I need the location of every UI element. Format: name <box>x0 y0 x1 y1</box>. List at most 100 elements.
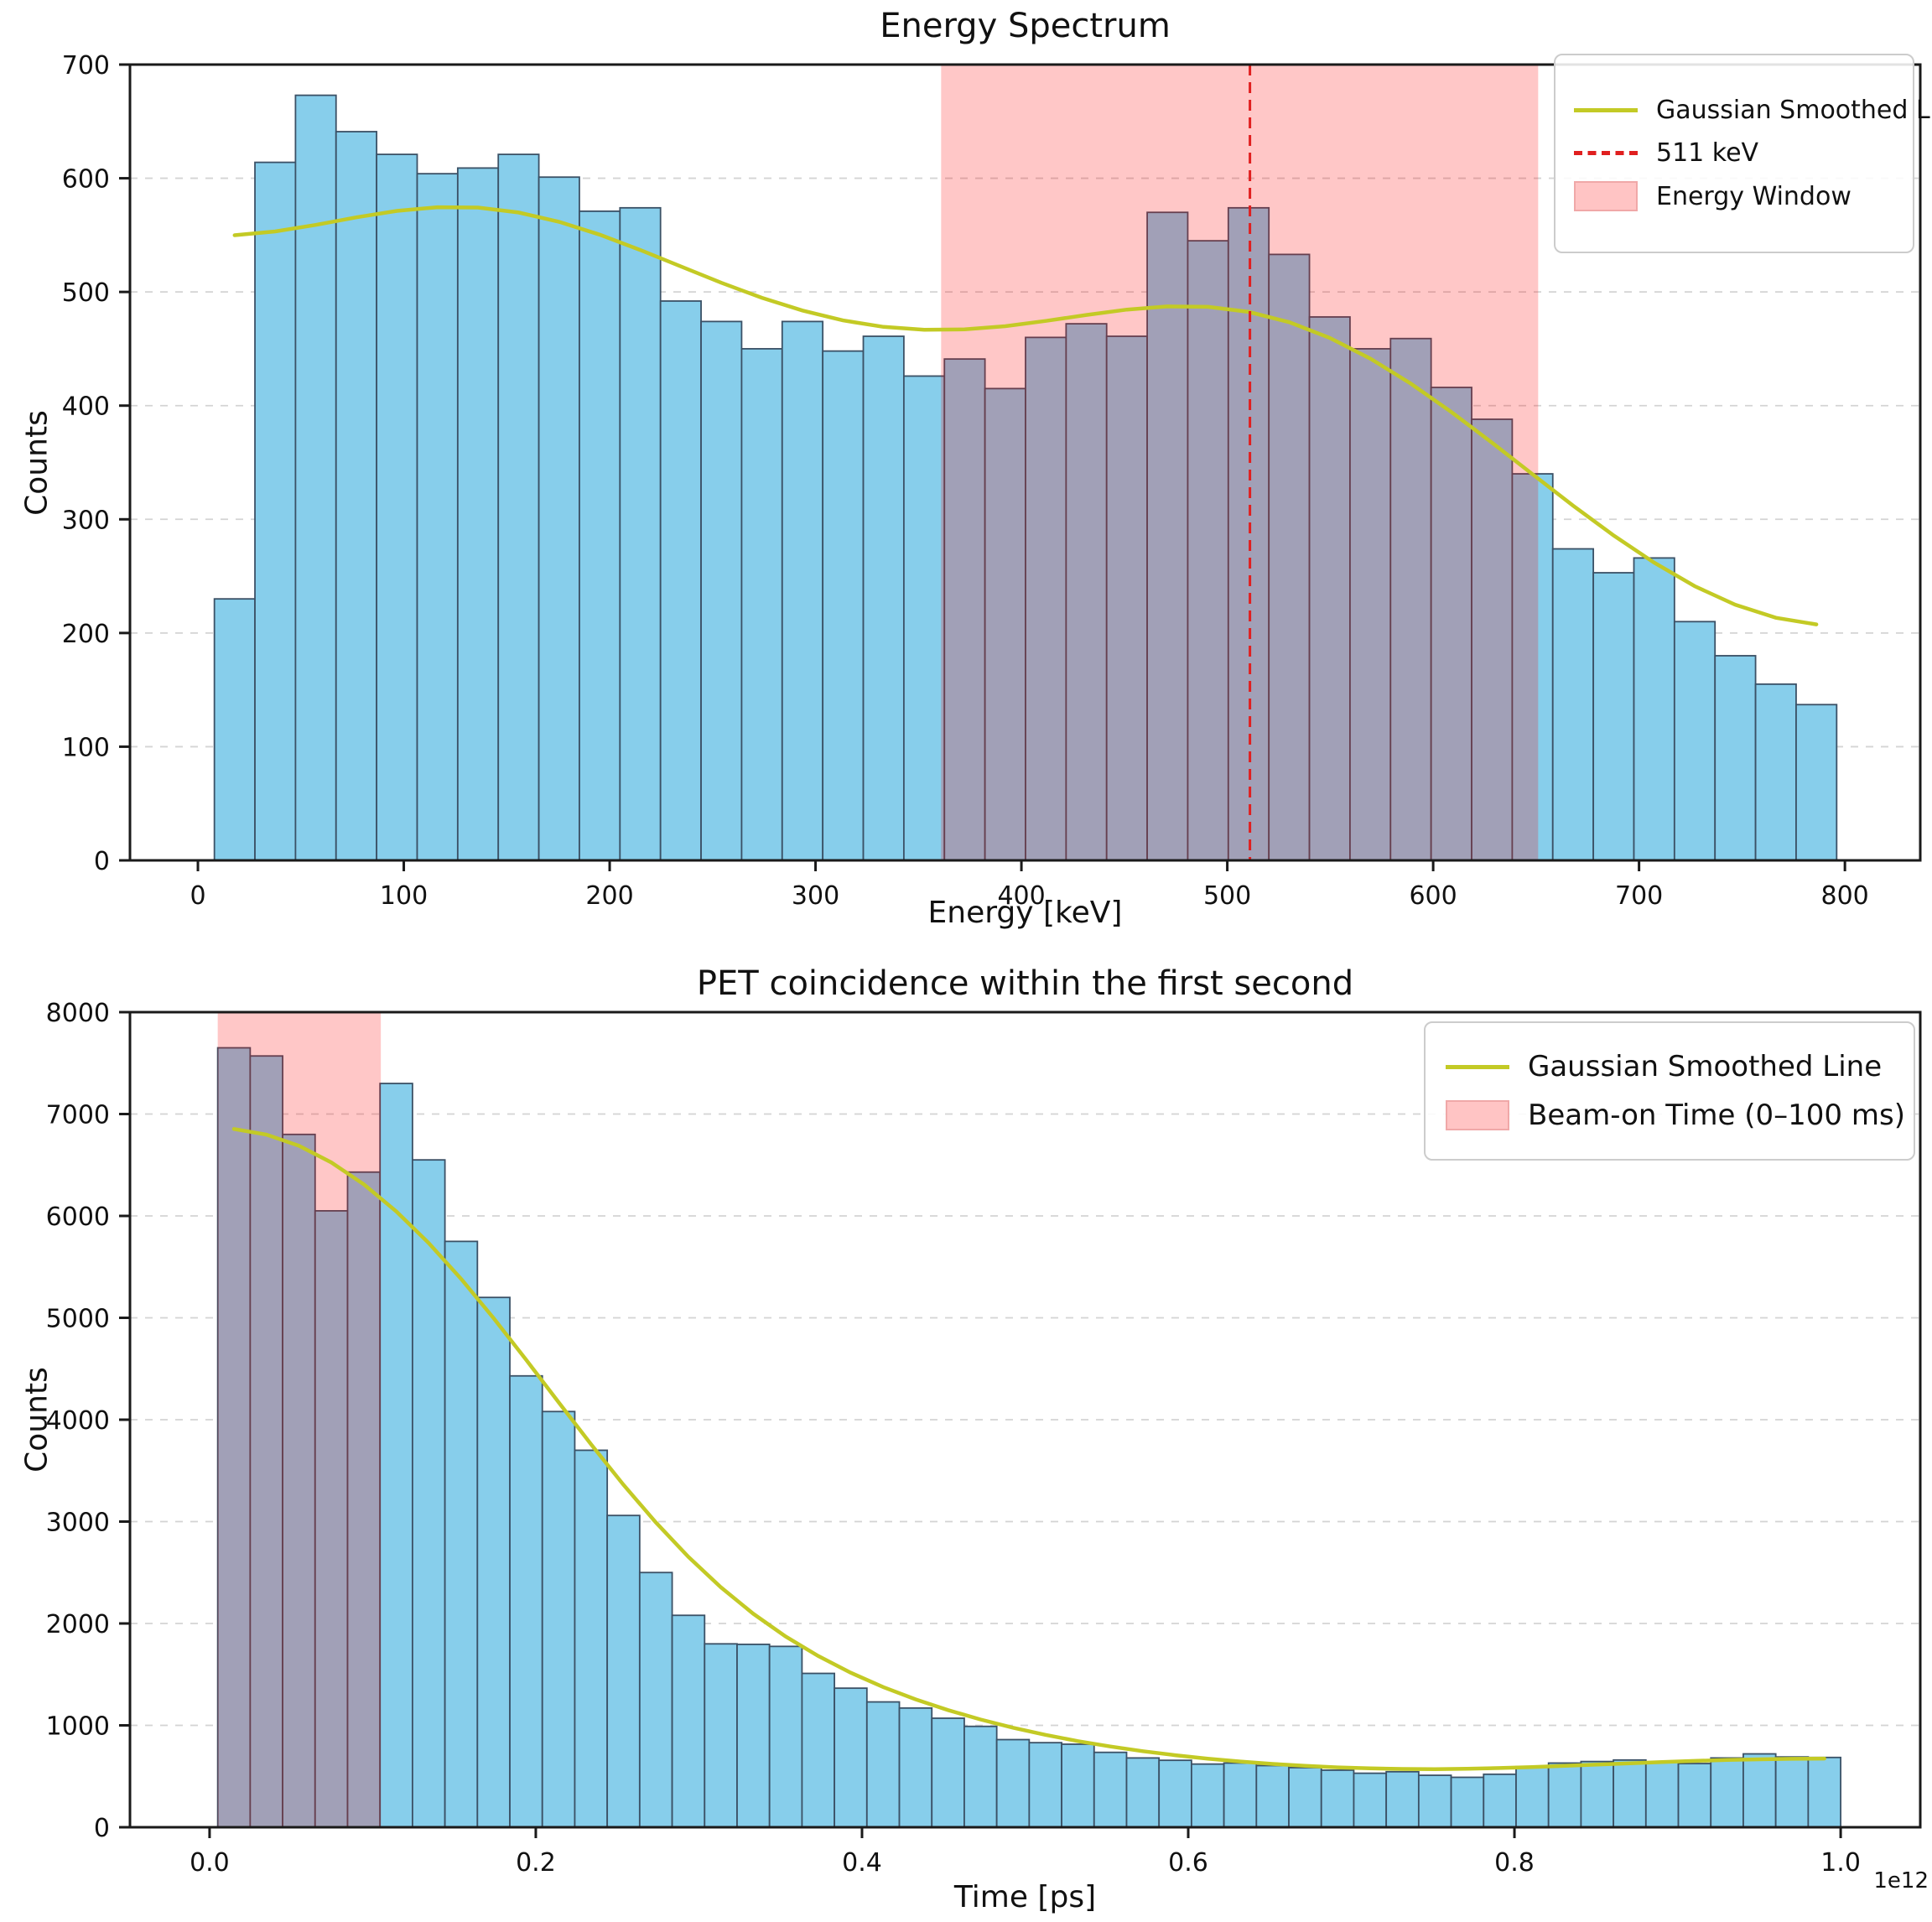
histogram-bar <box>1255 1764 1290 1828</box>
y-tick-label: 400 <box>62 392 110 422</box>
histogram-bar <box>1061 1743 1095 1828</box>
histogram-bar <box>1742 1753 1777 1828</box>
histogram-bar <box>995 1738 1031 1828</box>
shaded-span <box>217 1012 382 1827</box>
y-tick-label: 1000 <box>46 1712 110 1742</box>
histogram-bar <box>1515 1765 1550 1828</box>
histogram-bar <box>376 153 418 861</box>
y-tick-label: 700 <box>62 51 110 81</box>
y-tick-label: 7000 <box>46 1101 110 1130</box>
histogram-bar <box>659 300 702 861</box>
y-tick-label: 200 <box>62 620 110 649</box>
gaussian-smoothed-line <box>232 205 1819 626</box>
histogram-bar <box>1633 557 1675 861</box>
histogram-bar <box>768 1645 803 1828</box>
histogram-bar <box>898 1706 933 1828</box>
histogram-bar <box>346 1171 382 1828</box>
histogram-bar <box>249 1055 283 1828</box>
y-tick-label: 5000 <box>46 1305 110 1334</box>
legend-item-smoothed-line: Gaussian Smoothed Line <box>1574 96 1932 125</box>
histogram-bar <box>1613 1758 1647 1828</box>
histogram-bar <box>671 1614 706 1828</box>
histogram-bar <box>335 131 378 861</box>
energy-yaxis-label: Counts <box>19 410 55 516</box>
y-tick-label: 100 <box>62 733 110 762</box>
histogram-bar <box>740 348 783 861</box>
y-tick-label: 0 <box>94 847 110 876</box>
histogram-bar <box>1158 1759 1192 1828</box>
shaded-span <box>941 65 1539 860</box>
histogram-bar <box>1547 1762 1582 1828</box>
legend-label: Gaussian Smoothed Line <box>1656 96 1932 125</box>
x-tick-label: 0.8 <box>1494 1848 1535 1878</box>
histogram-bar <box>931 1717 965 1828</box>
olive-line-swatch-icon <box>1446 1064 1509 1069</box>
y-tick-label: 6000 <box>46 1203 110 1232</box>
histogram-bar <box>416 173 459 861</box>
legend-label: Beam-on Time (0–100 ms) <box>1528 1099 1905 1132</box>
histogram-bar <box>984 387 1026 861</box>
histogram-bar <box>606 1514 641 1828</box>
histogram-bar <box>1430 387 1472 861</box>
pet-coincidence-plot: 0 1000 2000 3000 4000 5000 6000 7000 8000 0.0 0.2 0… <box>46 999 1922 1878</box>
x-tick-label: 500 <box>1203 881 1251 911</box>
histogram-bar <box>619 206 662 861</box>
histogram-bar <box>834 1687 868 1828</box>
histogram-bar <box>497 153 540 861</box>
histogram-bar <box>1353 1772 1388 1828</box>
histogram-bar <box>444 1240 479 1828</box>
histogram-bar <box>379 1083 413 1828</box>
histogram-bar <box>476 1296 511 1828</box>
histogram-bar <box>538 176 580 861</box>
y-tick-label: 4000 <box>46 1406 110 1436</box>
histogram-bar <box>1385 1770 1420 1828</box>
histogram-bar <box>1714 655 1757 861</box>
histogram-bar <box>1288 1767 1322 1828</box>
histogram-bar <box>509 1374 543 1828</box>
histogram-bar <box>1551 548 1595 861</box>
histogram-bar <box>1191 1763 1225 1828</box>
histogram-bar <box>254 161 297 861</box>
xaxis-offset-exponent: 1e12 <box>1873 1868 1929 1893</box>
histogram-bar <box>801 1672 836 1828</box>
histogram-bar <box>700 320 743 861</box>
energy-spectrum-plot: 0 100 200 300 400 500 600 700 0 100 200 300 400 500 60… <box>62 51 1922 911</box>
x-tick-label: 700 <box>1615 881 1663 911</box>
histogram-bar <box>412 1159 446 1828</box>
histogram-bar <box>1125 1757 1161 1828</box>
pink-patch-swatch-icon <box>1446 1100 1509 1130</box>
red-dashed-line-swatch-icon <box>1574 151 1638 155</box>
histogram-bar <box>1580 1760 1615 1828</box>
histogram-bar <box>579 210 621 861</box>
histogram-bar <box>1417 1774 1452 1828</box>
x-tick-label: 0.0 <box>190 1848 230 1878</box>
histogram-bar <box>213 598 256 861</box>
x-tick-label: 400 <box>997 881 1045 911</box>
histogram-bar <box>1065 323 1108 861</box>
histogram-bar <box>1450 1776 1485 1828</box>
histogram-bar <box>1093 1751 1128 1828</box>
pink-patch-swatch-icon <box>1574 181 1638 211</box>
y-tick-label: 0 <box>94 1814 110 1843</box>
legend-label: 511 keV <box>1656 138 1759 168</box>
legend-item-511kev: 511 keV <box>1574 138 1894 168</box>
histogram-bar <box>1320 1769 1355 1828</box>
legend-item-smoothed-line: Gaussian Smoothed Line <box>1446 1050 1893 1083</box>
histogram-bar <box>1483 1773 1517 1828</box>
axes-spines <box>128 63 1922 862</box>
y-tick-label: 8000 <box>46 999 110 1028</box>
time-yaxis-label: Counts <box>19 1367 55 1473</box>
histogram-bar <box>1673 621 1716 861</box>
legend-item-energy-window: Energy Window <box>1574 181 1894 211</box>
y-tick-label: 600 <box>62 165 110 195</box>
x-tick-label: 0.6 <box>1168 1848 1208 1878</box>
x-tick-label: 0.4 <box>842 1848 882 1878</box>
histogram-bar <box>1795 704 1838 861</box>
x-tick-label: 800 <box>1821 881 1869 911</box>
histogram-bar <box>541 1410 576 1828</box>
legend-label: Energy Window <box>1656 181 1852 211</box>
histogram-bar <box>638 1571 673 1828</box>
histogram-bar <box>456 167 500 861</box>
legend-item-beam-on-time: Beam-on Time (0–100 ms) <box>1446 1099 1905 1132</box>
